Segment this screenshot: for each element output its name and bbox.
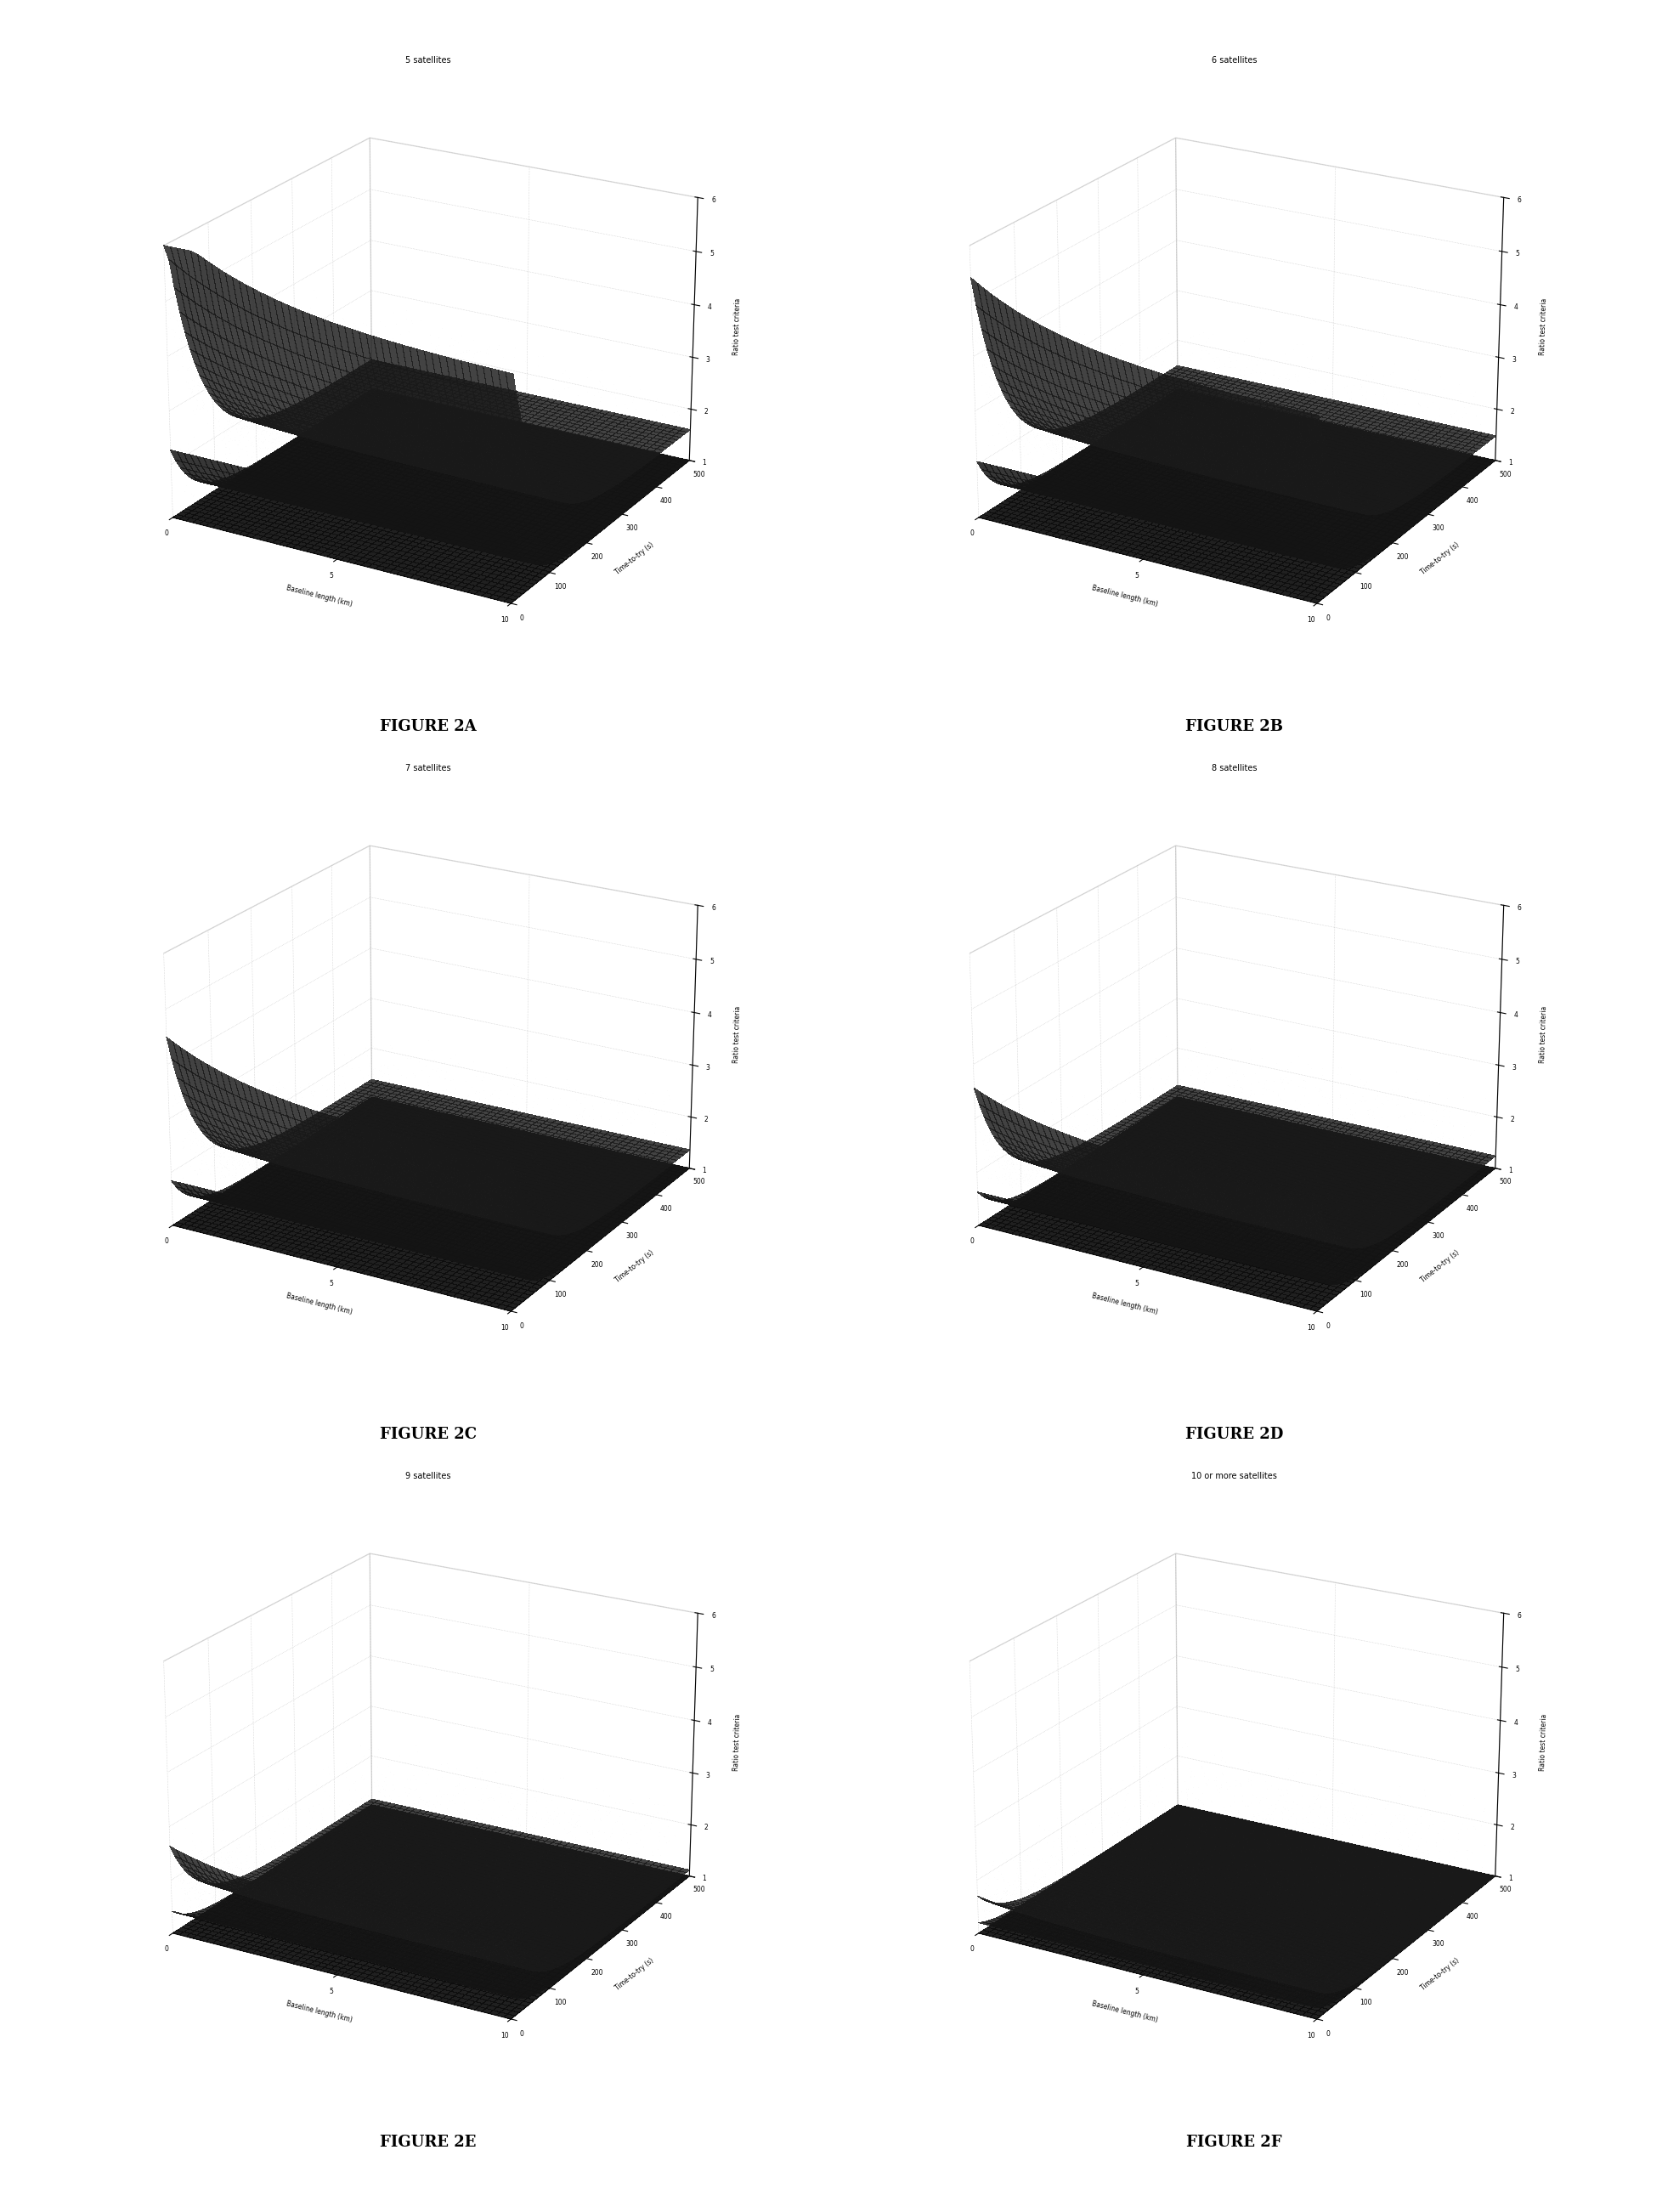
Text: FIGURE 2B: FIGURE 2B (1185, 719, 1283, 734)
Text: FIGURE 2C: FIGURE 2C (379, 1427, 477, 1442)
Y-axis label: Time-to-try (s): Time-to-try (s) (613, 1250, 655, 1285)
Title: 6 satellites: 6 satellites (1211, 55, 1258, 64)
X-axis label: Baseline length (km): Baseline length (km) (1091, 2000, 1159, 2024)
X-axis label: Baseline length (km): Baseline length (km) (1091, 584, 1159, 608)
Text: FIGURE 2F: FIGURE 2F (1187, 2135, 1281, 2150)
Title: 5 satellites: 5 satellites (405, 55, 452, 64)
Title: 10 or more satellites: 10 or more satellites (1190, 1471, 1278, 1480)
Y-axis label: Time-to-try (s): Time-to-try (s) (1419, 1250, 1461, 1285)
X-axis label: Baseline length (km): Baseline length (km) (285, 584, 353, 608)
Text: FIGURE 2A: FIGURE 2A (379, 719, 477, 734)
X-axis label: Baseline length (km): Baseline length (km) (1091, 1292, 1159, 1316)
Text: FIGURE 2E: FIGURE 2E (379, 2135, 477, 2150)
Title: 9 satellites: 9 satellites (405, 1471, 452, 1480)
Y-axis label: Time-to-try (s): Time-to-try (s) (1419, 542, 1461, 577)
X-axis label: Baseline length (km): Baseline length (km) (285, 2000, 353, 2024)
Title: 8 satellites: 8 satellites (1211, 763, 1258, 772)
Text: FIGURE 2D: FIGURE 2D (1185, 1427, 1283, 1442)
Y-axis label: Time-to-try (s): Time-to-try (s) (613, 542, 655, 577)
X-axis label: Baseline length (km): Baseline length (km) (285, 1292, 353, 1316)
Y-axis label: Time-to-try (s): Time-to-try (s) (1419, 1958, 1461, 1993)
Y-axis label: Time-to-try (s): Time-to-try (s) (613, 1958, 655, 1993)
Title: 7 satellites: 7 satellites (405, 763, 452, 772)
